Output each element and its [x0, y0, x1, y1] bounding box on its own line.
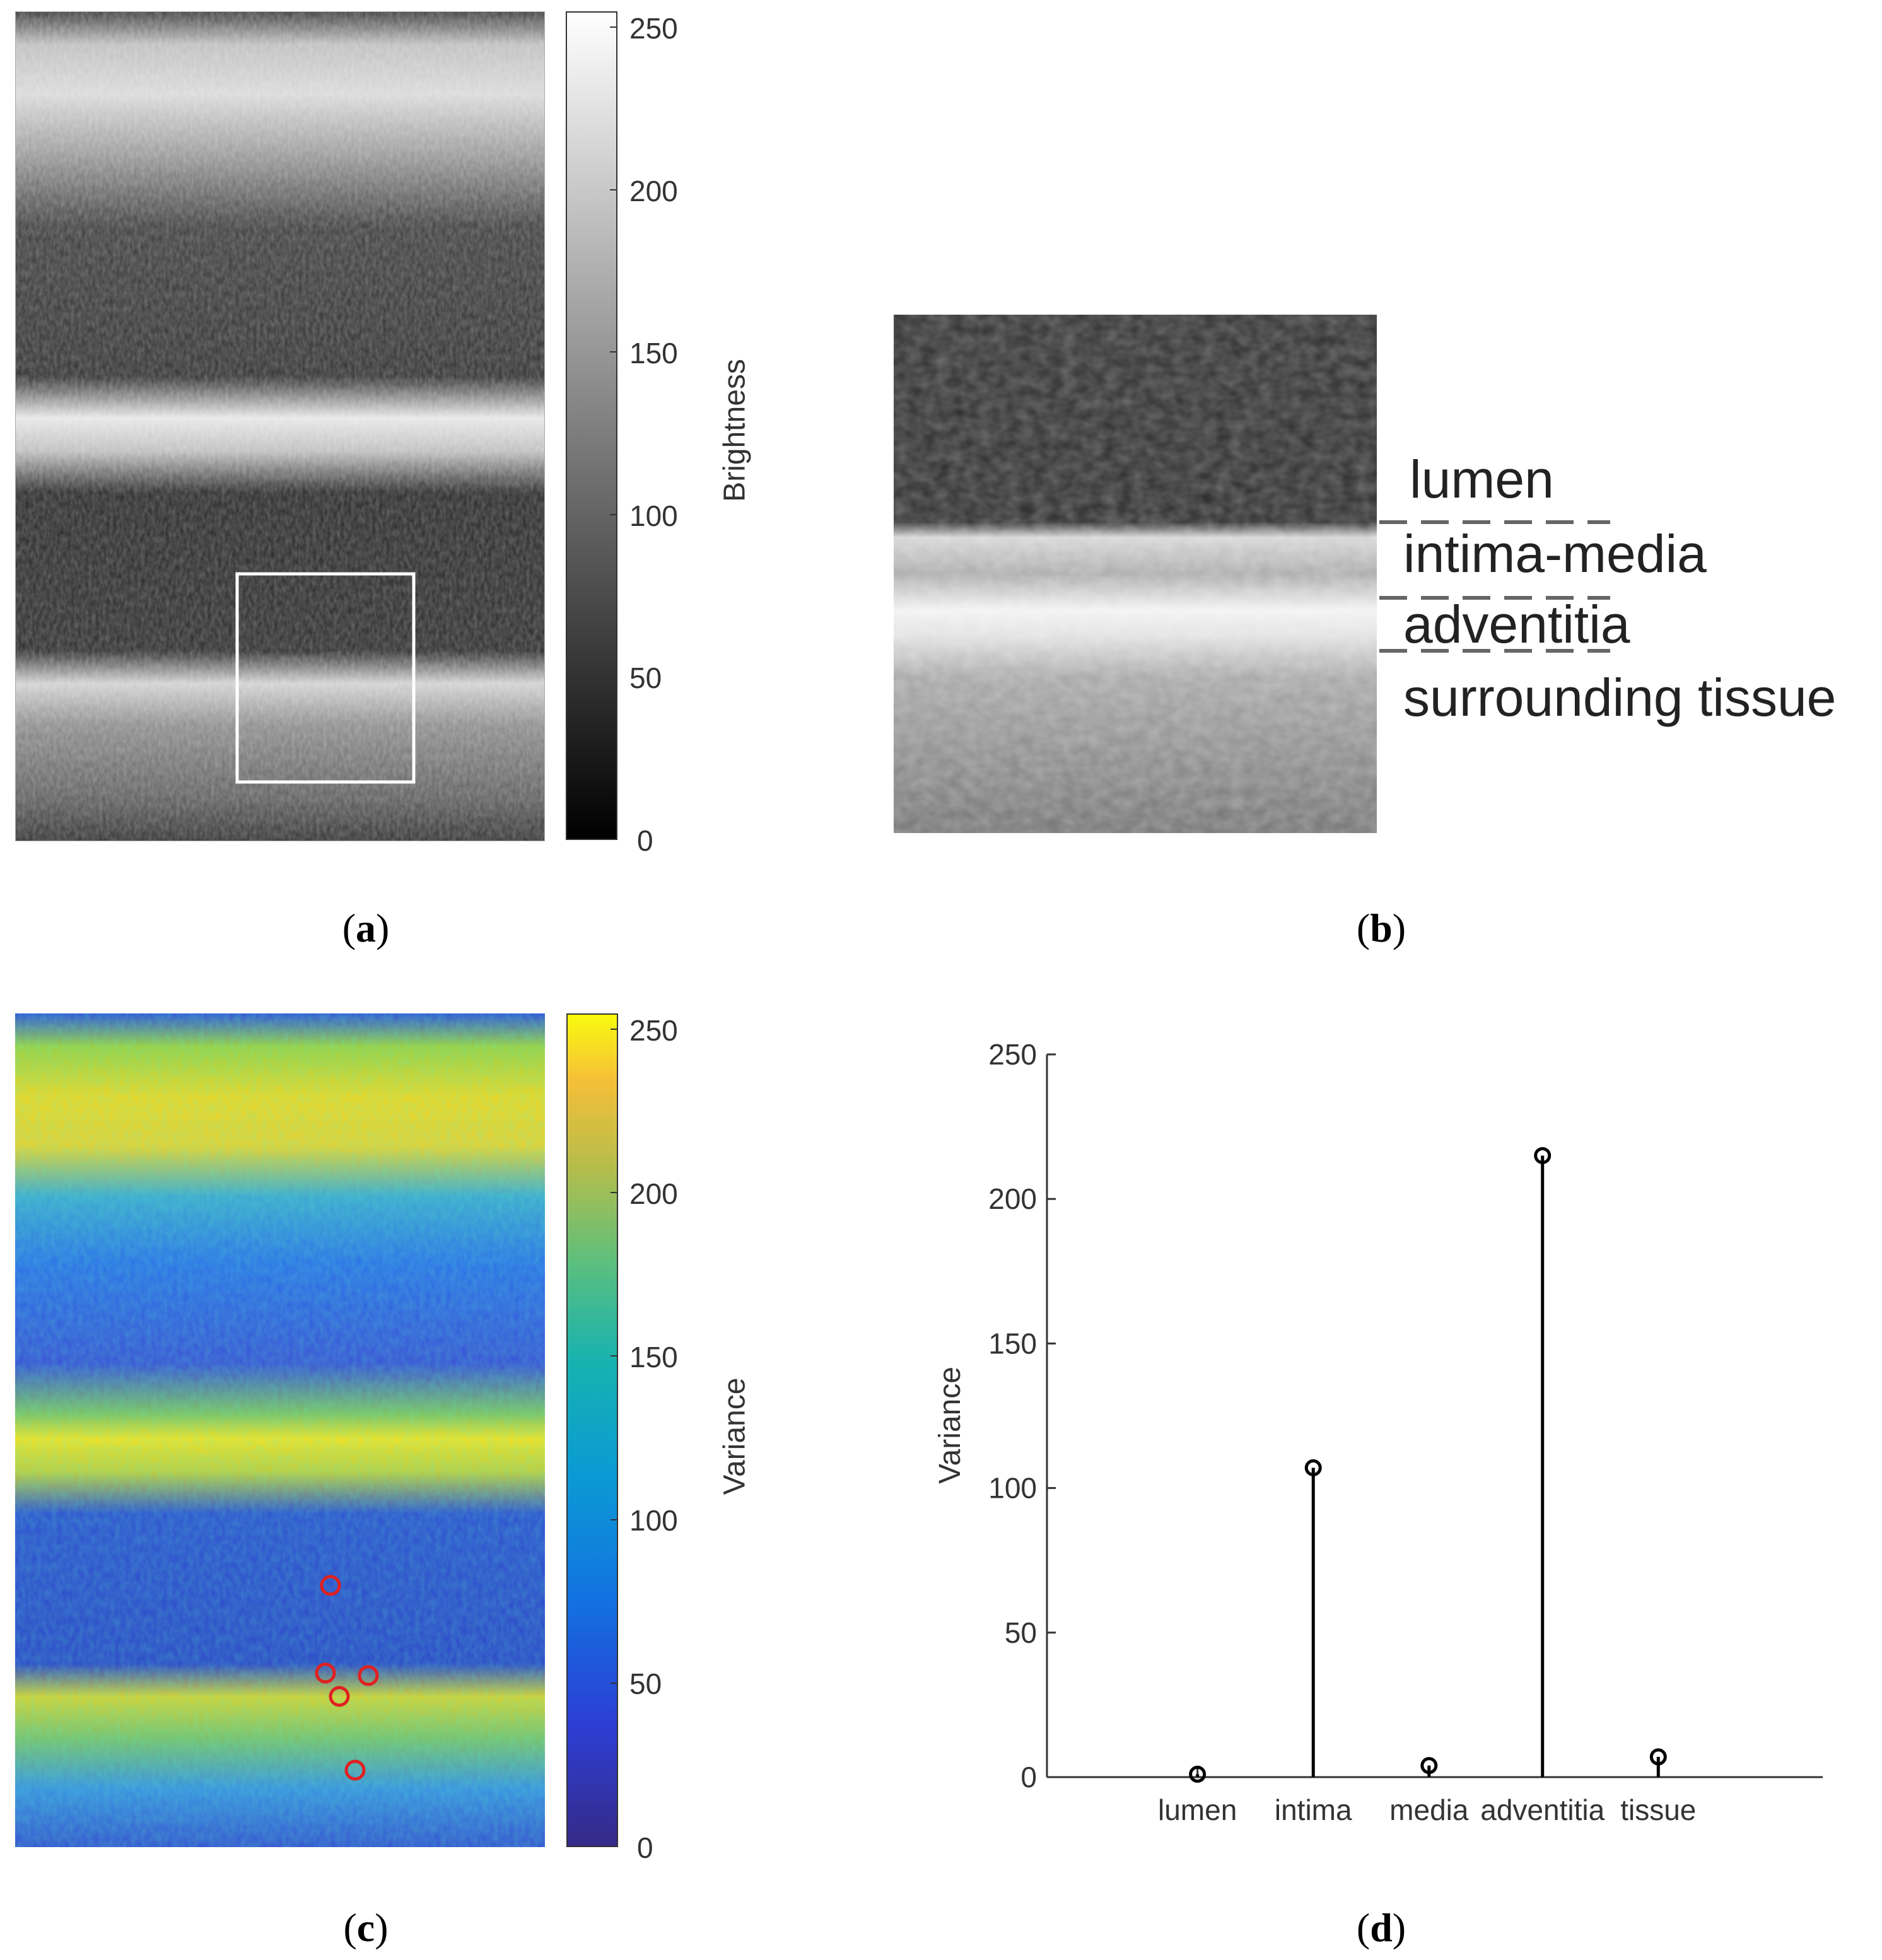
roi-box: [235, 572, 416, 784]
layer-label-intima-media: intima-media: [1403, 524, 1707, 583]
variance-stem-chart: Variance 0 50 100 150 200 250 lumen intima media…: [933, 1038, 1823, 1826]
colorbar-c-tick: 250: [629, 1014, 678, 1047]
stem-marker: [1420, 1757, 1438, 1775]
y-tick-label: 250: [988, 1038, 1037, 1071]
colorbar-c-label: Variance: [718, 1377, 752, 1495]
layer-label-surrounding-tissue: surrounding tissue: [1403, 668, 1837, 727]
variance-colorbar: [566, 1013, 618, 1847]
caption-c: (c): [343, 1905, 389, 1950]
caption-d: (d): [1356, 1905, 1406, 1950]
colorbar-c-tick: 50: [629, 1667, 662, 1700]
colorbar-a-tick: 100: [629, 499, 678, 532]
x-tick-label: lumen: [1158, 1794, 1237, 1826]
y-tick-label: 200: [988, 1182, 1037, 1215]
stem-marker: [1304, 1459, 1322, 1477]
stem-marker: [1534, 1146, 1552, 1164]
roi-zoom-image: [894, 315, 1377, 833]
y-tick-label: 50: [1005, 1616, 1037, 1649]
layer-label-lumen: lumen: [1410, 450, 1554, 509]
colorbar-c-tick: 150: [629, 1341, 678, 1374]
layer-divider-lines: [1379, 520, 1610, 653]
y-axis-label: Variance: [933, 1367, 967, 1484]
caption-b: (b): [1356, 906, 1406, 950]
colorbar-c-tick: 200: [629, 1177, 678, 1210]
stem-marker: [1649, 1748, 1667, 1766]
sample-point-markers: [315, 1575, 379, 1781]
colorbar-a-tick: 150: [629, 337, 678, 370]
ultrasound-brightness-image: [15, 11, 545, 841]
stem-marker: [1189, 1765, 1207, 1783]
colorbar-a-tick: 250: [629, 12, 678, 45]
colorbar-c-tick: 0: [637, 1831, 653, 1864]
y-tick-label: 0: [1020, 1761, 1037, 1794]
variance-map-image: [15, 1013, 545, 1847]
x-tick-label: adventitia: [1480, 1794, 1604, 1826]
layer-label-adventitia: adventitia: [1403, 595, 1630, 654]
colorbar-a-label: Brightness: [718, 359, 752, 502]
colorbar-a-tick: 0: [637, 824, 653, 857]
x-tick-label: tissue: [1620, 1794, 1696, 1826]
y-tick-label: 150: [988, 1327, 1037, 1360]
colorbar-a-tick: 50: [629, 662, 662, 694]
colorbar-a-tick: 200: [629, 175, 678, 207]
colorbar-c-tick: 100: [629, 1504, 678, 1537]
y-tick-label: 100: [988, 1472, 1037, 1505]
caption-a: (a): [342, 906, 390, 950]
x-tick-label: intima: [1275, 1794, 1352, 1826]
x-tick-label: media: [1389, 1794, 1469, 1826]
brightness-colorbar: [566, 11, 617, 840]
